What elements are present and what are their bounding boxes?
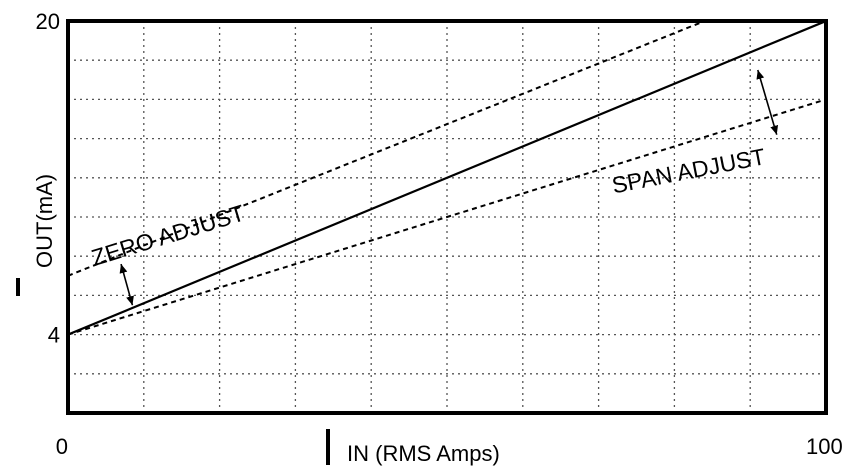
series-line-3 (68, 98, 826, 336)
annotation-layer: ZERO ADJUST SPAN ADJUST (88, 69, 779, 306)
x-axis-symbol-bar (326, 429, 330, 465)
x-tick-label: 0 (56, 434, 68, 459)
series-line-2 (68, 21, 706, 277)
tick-layer: 4 20 0 100 (36, 9, 843, 459)
annotation-label: ZERO ADJUST (88, 200, 247, 271)
series-line-1 (68, 21, 826, 336)
double-arrow (756, 69, 779, 135)
x-tick-label: 100 (806, 434, 843, 459)
series-layer (68, 21, 826, 336)
y-axis-label: OUT(mA) (32, 174, 57, 268)
x-axis-label: IN (RMS Amps) (347, 441, 500, 466)
annotation-label: SPAN ADJUST (610, 143, 768, 198)
y-tick-label: 20 (36, 9, 60, 34)
y-tick-label: 4 (48, 323, 60, 348)
double-arrow (119, 263, 134, 306)
plot-frame (66, 19, 828, 415)
y-axis-symbol-bar (16, 278, 20, 296)
